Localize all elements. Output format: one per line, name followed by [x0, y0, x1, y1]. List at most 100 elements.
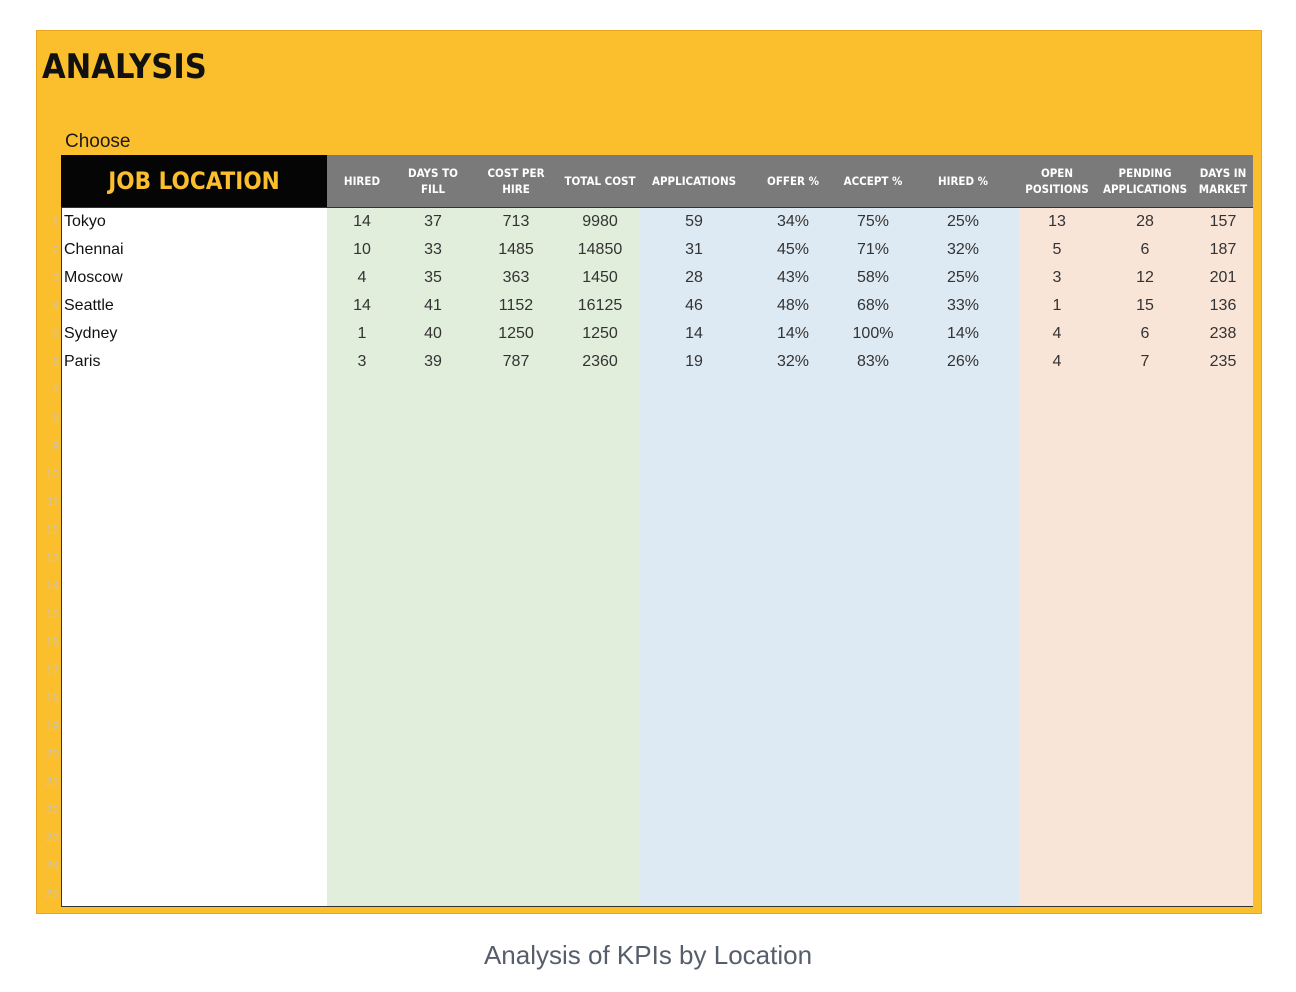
row-number: 25 [45, 887, 59, 901]
cost-per-hire-cell: 787 [502, 353, 530, 370]
applications-cell: 14 [685, 325, 703, 342]
header-applications: APPLICATIONS [651, 174, 737, 188]
hired-cell: 14 [353, 213, 371, 230]
location-cell: Paris [64, 353, 101, 370]
row-number: 7 [52, 383, 59, 397]
total-cost-cell: 9980 [582, 213, 618, 230]
header-open-positions: OPEN POSITIONS [1025, 166, 1089, 196]
pending-applications-cell: 12 [1136, 269, 1154, 286]
days-to-fill-cell: 33 [424, 241, 442, 258]
header-pending-applications: PENDING APPLICATIONS [1102, 166, 1188, 196]
caption: Analysis of KPIs by Location [483, 940, 813, 970]
open-positions-cell: 4 [1052, 325, 1062, 342]
row-number: 11 [46, 495, 59, 509]
hired-pct-cell: 26% [946, 353, 980, 370]
offer-pct-cell: 34% [776, 213, 810, 230]
accept-pct-cell: 100% [852, 325, 894, 342]
accept-pct-cell: 83% [856, 353, 890, 370]
page-title: ANALYSIS [42, 47, 207, 87]
days-to-fill-cell: 35 [424, 269, 442, 286]
hired-cell: 10 [353, 241, 371, 258]
days-to-fill-cell: 37 [424, 213, 442, 230]
table-row: Chennai 10 33 1485 14850 31 45% 71% 32% 5 6 187 [61, 236, 1253, 264]
row-number: 18 [45, 691, 59, 705]
band-hiring-cost [327, 208, 639, 906]
location-cell: Chennai [64, 241, 124, 258]
applications-cell: 28 [685, 269, 703, 286]
offer-pct-cell: 14% [776, 325, 810, 342]
header-total-cost: TOTAL COST [564, 174, 636, 188]
header-days-in-market: DAYS IN MARKET [1198, 166, 1248, 196]
offer-pct-cell: 43% [776, 269, 810, 286]
table-row: Seattle 14 41 1152 16125 46 48% 68% 33% 1 15 136 [61, 292, 1253, 320]
total-cost-cell: 16125 [577, 297, 623, 314]
row-number: 13 [45, 551, 59, 565]
pending-applications-cell: 15 [1136, 297, 1154, 314]
row-number: 15 [45, 607, 59, 621]
total-cost-cell: 14850 [577, 241, 623, 258]
row-number: 14 [45, 579, 59, 593]
offer-pct-cell: 32% [776, 353, 810, 370]
header-offer-pct: OFFER % [767, 174, 819, 188]
row-number: 20 [45, 747, 59, 761]
row-number: 5 [52, 327, 59, 341]
pending-applications-cell: 6 [1140, 241, 1150, 258]
analysis-panel: ANALYSIS Choose JOB LOCATION HIRED DAYS T… [36, 30, 1262, 914]
offer-pct-cell: 48% [776, 297, 810, 314]
days-in-market-cell: 187 [1209, 241, 1237, 258]
offer-pct-cell: 45% [776, 241, 810, 258]
row-number: 1 [52, 215, 59, 229]
band-applications [639, 208, 1019, 906]
cost-per-hire-cell: 1152 [498, 297, 534, 314]
days-to-fill-cell: 39 [424, 353, 442, 370]
days-in-market-cell: 238 [1209, 325, 1237, 342]
job-location-selector[interactable]: JOB LOCATION [61, 155, 327, 207]
open-positions-cell: 1 [1052, 297, 1062, 314]
hired-pct-cell: 32% [946, 241, 980, 258]
band-positions [1019, 208, 1253, 906]
accept-pct-cell: 71% [856, 241, 890, 258]
open-positions-cell: 4 [1052, 353, 1062, 370]
row-number: 12 [45, 523, 59, 537]
header-accept-pct: ACCEPT % [843, 174, 903, 188]
total-cost-cell: 1450 [582, 269, 618, 286]
row-number: 10 [45, 467, 59, 481]
accept-pct-cell: 68% [856, 297, 890, 314]
row-number: 21 [45, 775, 59, 789]
applications-cell: 31 [685, 241, 703, 258]
open-positions-cell: 13 [1048, 213, 1066, 230]
table-header: JOB LOCATION HIRED DAYS TO FILL COST PER H… [61, 155, 1253, 207]
days-in-market-cell: 235 [1209, 353, 1237, 370]
days-to-fill-cell: 41 [424, 297, 442, 314]
header-days-to-fill: DAYS TO FILL [408, 166, 458, 196]
pending-applications-cell: 7 [1140, 353, 1150, 370]
location-cell: Sydney [64, 325, 118, 342]
total-cost-cell: 1250 [582, 325, 618, 342]
accept-pct-cell: 75% [856, 213, 890, 230]
header-hired: HIRED [343, 174, 381, 188]
table-row: Sydney 1 40 1250 1250 14 14% 100% 14% 4 6 238 [61, 320, 1253, 348]
hired-pct-cell: 33% [946, 297, 980, 314]
row-number: 3 [52, 271, 59, 285]
open-positions-cell: 5 [1052, 241, 1062, 258]
days-in-market-cell: 157 [1209, 213, 1237, 230]
cost-per-hire-cell: 1485 [498, 241, 534, 258]
row-number: 2 [52, 243, 59, 257]
choose-label: Choose [65, 131, 131, 152]
hired-pct-cell: 25% [946, 269, 980, 286]
applications-cell: 59 [685, 213, 703, 230]
hired-pct-cell: 25% [946, 213, 980, 230]
open-positions-cell: 3 [1052, 269, 1062, 286]
row-number: 17 [45, 663, 59, 677]
cost-per-hire-cell: 713 [502, 213, 530, 230]
days-to-fill-cell: 40 [424, 325, 442, 342]
days-in-market-cell: 136 [1209, 297, 1237, 314]
row-number: 8 [52, 411, 59, 425]
applications-cell: 46 [685, 297, 703, 314]
hired-cell: 3 [357, 353, 367, 370]
pending-applications-cell: 28 [1136, 213, 1154, 230]
row-number: 23 [45, 831, 59, 845]
table-row: Tokyo 14 37 713 9980 59 34% 75% 25% 13 28 157 [61, 208, 1253, 236]
days-in-market-cell: 201 [1209, 269, 1237, 286]
table-row: Paris 3 39 787 2360 19 32% 83% 26% 4 7 235 [61, 348, 1253, 376]
